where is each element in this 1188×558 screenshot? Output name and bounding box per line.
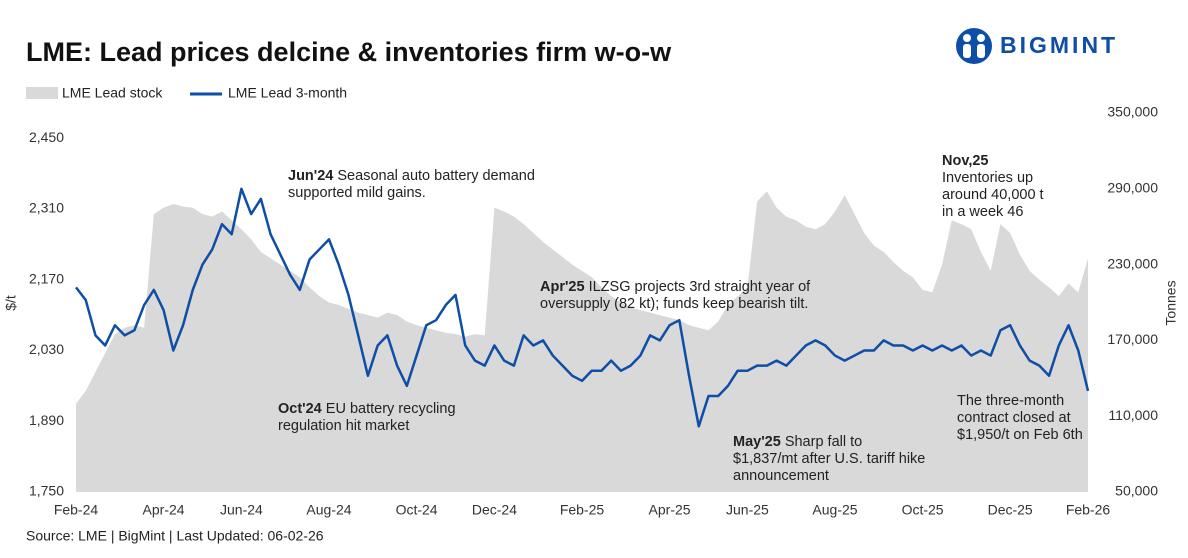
annotation: Inventories up bbox=[942, 170, 1033, 186]
x-tick-label: Dec-24 bbox=[472, 502, 517, 518]
legend-label: LME Lead stock bbox=[62, 85, 163, 101]
y2-tick-label: 350,000 bbox=[1107, 104, 1158, 120]
annotation-text: Seasonal auto battery demand bbox=[333, 168, 535, 184]
y-tick-label: 2,310 bbox=[29, 200, 64, 216]
annotation: Apr'25 ILZSG projects 3rd straight year … bbox=[540, 279, 811, 295]
annotation: contract closed at bbox=[957, 410, 1071, 426]
y2-tick-label: 110,000 bbox=[1108, 407, 1158, 423]
annotation-lead: May'25 bbox=[733, 434, 781, 450]
x-tick-label: Jun-24 bbox=[220, 502, 263, 518]
x-tick-label: Oct-25 bbox=[902, 502, 944, 518]
annotation-text: EU battery recycling bbox=[322, 401, 456, 417]
annotation: announcement bbox=[733, 468, 829, 484]
y2-tick-label: 50,000 bbox=[1115, 483, 1158, 499]
logo-icon bbox=[956, 28, 992, 64]
annotation-text: ILZSG projects 3rd straight year of bbox=[585, 279, 812, 295]
x-tick-label: Feb-25 bbox=[560, 502, 605, 518]
annotation-lead: Jun'24 bbox=[288, 168, 333, 184]
annotation: Oct'24 EU battery recycling bbox=[278, 401, 456, 417]
annotation: Nov,25 bbox=[942, 153, 988, 169]
y2-tick-label: 290,000 bbox=[1107, 180, 1158, 196]
y2-axis-title: Tonnes bbox=[1163, 280, 1179, 325]
y-tick-label: 1,890 bbox=[29, 412, 64, 428]
legend-swatch bbox=[26, 87, 58, 99]
x-tick-label: Apr-25 bbox=[649, 502, 691, 518]
x-tick-label: Dec-25 bbox=[988, 502, 1033, 518]
y-tick-label: 1,750 bbox=[29, 483, 64, 499]
annotation-text: Sharp fall to bbox=[781, 434, 862, 450]
annotation: May'25 Sharp fall to bbox=[733, 434, 862, 450]
annotation: $1,950/t on Feb 6th bbox=[957, 427, 1083, 443]
x-tick-label: Aug-24 bbox=[306, 502, 351, 518]
annotation-lead: Nov,25 bbox=[942, 153, 988, 169]
annotation: regulation hit market bbox=[278, 418, 409, 434]
annotation-lead: Oct'24 bbox=[278, 401, 322, 417]
x-tick-label: Feb-24 bbox=[54, 502, 99, 518]
x-tick-label: Feb-26 bbox=[1066, 502, 1111, 518]
annotation: supported mild gains. bbox=[288, 185, 426, 201]
y-axis-title: $/t bbox=[3, 295, 19, 311]
x-tick-label: Jun-25 bbox=[726, 502, 769, 518]
x-tick-label: Apr-24 bbox=[143, 502, 185, 518]
source-note: Source: LME | BigMint | Last Updated: 06… bbox=[26, 528, 324, 544]
stock-area bbox=[76, 191, 1088, 492]
chart-title: LME: Lead prices delcine & inventories f… bbox=[26, 37, 672, 67]
logo-text: BIGMINT bbox=[1000, 32, 1118, 58]
annotation: The three-month bbox=[957, 393, 1064, 409]
annotation: $1,837/mt after U.S. tariff hike bbox=[733, 451, 925, 467]
price-line bbox=[75, 187, 1090, 428]
annotation: oversupply (82 kt); funds keep bearish t… bbox=[540, 296, 808, 312]
annotation: in a week 46 bbox=[942, 204, 1023, 220]
y-tick-label: 2,030 bbox=[29, 341, 64, 357]
annotation: Jun'24 Seasonal auto battery demand bbox=[288, 168, 535, 184]
x-tick-label: Aug-25 bbox=[812, 502, 857, 518]
legend-label: LME Lead 3-month bbox=[228, 85, 347, 101]
y-tick-label: 2,170 bbox=[29, 270, 64, 286]
y-tick-label: 2,450 bbox=[29, 129, 64, 145]
annotation: around 40,000 t bbox=[942, 187, 1044, 203]
y2-tick-label: 230,000 bbox=[1107, 255, 1158, 271]
annotation-lead: Apr'25 bbox=[540, 279, 585, 295]
y2-tick-label: 170,000 bbox=[1107, 331, 1158, 347]
x-tick-label: Oct-24 bbox=[396, 502, 438, 518]
